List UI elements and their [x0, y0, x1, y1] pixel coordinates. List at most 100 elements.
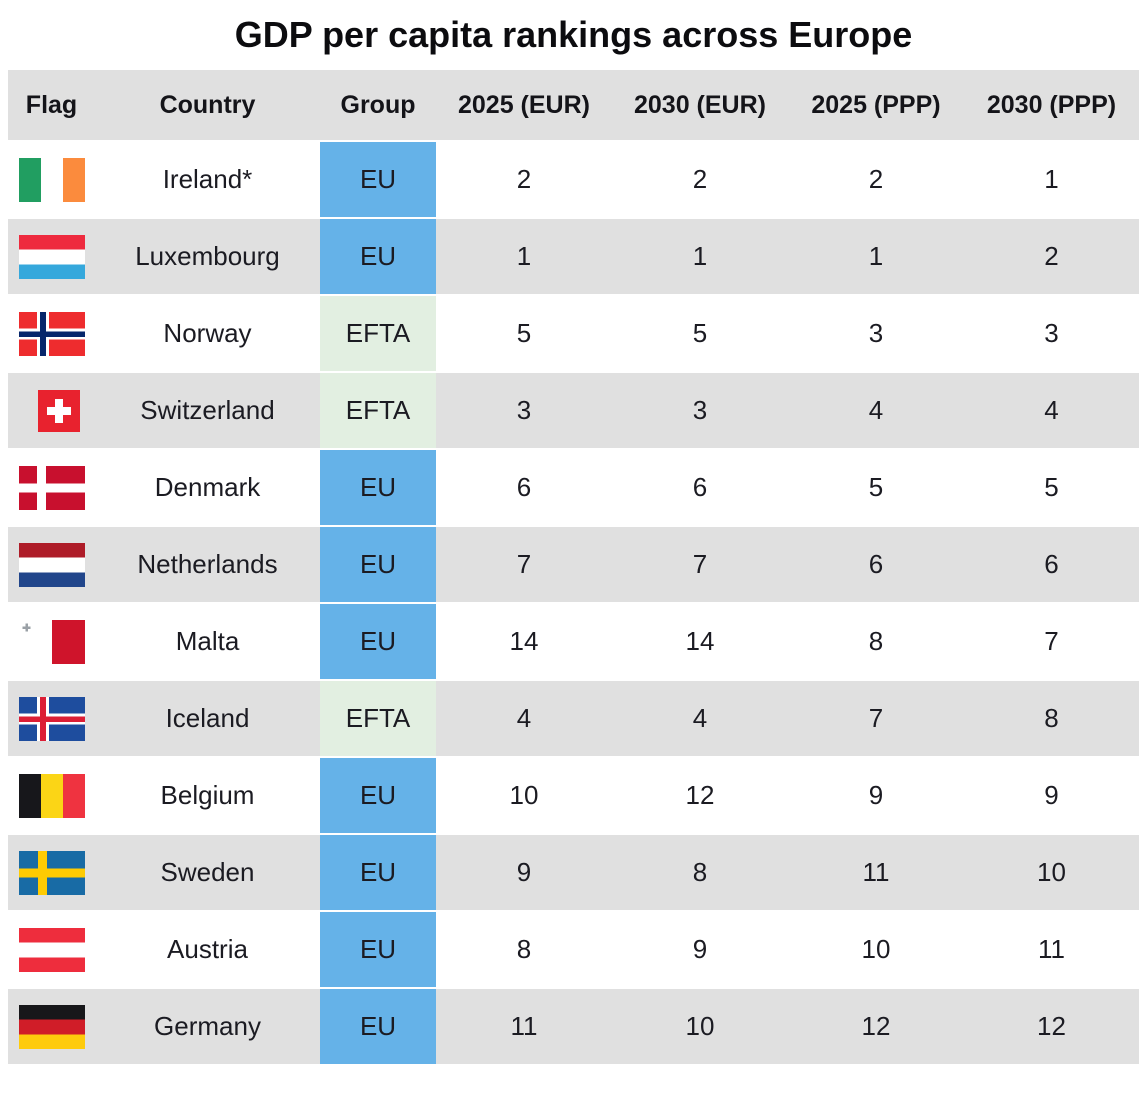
switzerland-flag-icon: [37, 389, 80, 432]
country-cell: Sweden: [95, 833, 320, 910]
table-row: Malta EU 14 14 8 7: [8, 602, 1139, 679]
rank-cell: 11: [964, 910, 1139, 987]
sweden-flag-icon: [18, 850, 85, 895]
rank-cell: 4: [788, 371, 964, 448]
luxembourg-flag-icon: [18, 234, 85, 279]
table-row: Germany EU 11 10 12 12: [8, 987, 1139, 1064]
rank-cell: 10: [436, 756, 612, 833]
column-header-flag: Flag: [8, 70, 95, 140]
country-cell: Austria: [95, 910, 320, 987]
rank-cell: 7: [612, 525, 788, 602]
rank-cell: 10: [788, 910, 964, 987]
header-row: Flag Country Group 2025 (EUR) 2030 (EUR)…: [8, 70, 1139, 140]
rank-cell: 5: [612, 294, 788, 371]
table-row: Iceland EFTA 4 4 7 8: [8, 679, 1139, 756]
rank-cell: 9: [436, 833, 612, 910]
table-row: Netherlands EU 7 7 6 6: [8, 525, 1139, 602]
belgium-flag-icon: [18, 773, 85, 818]
rank-cell: 8: [436, 910, 612, 987]
rank-cell: 4: [612, 679, 788, 756]
rank-cell: 2: [612, 140, 788, 217]
column-header-2030-eur: 2030 (EUR): [612, 70, 788, 140]
column-header-group: Group: [320, 70, 436, 140]
rank-cell: 1: [964, 140, 1139, 217]
rank-cell: 12: [612, 756, 788, 833]
table-row: Switzerland EFTA 3 3 4 4: [8, 371, 1139, 448]
page-title: GDP per capita rankings across Europe: [234, 14, 913, 55]
denmark-flag-icon: [18, 465, 85, 510]
group-cell: EU: [320, 910, 436, 987]
rank-cell: 7: [788, 679, 964, 756]
rank-cell: 7: [964, 602, 1139, 679]
group-cell: EU: [320, 525, 436, 602]
group-cell: EFTA: [320, 371, 436, 448]
rank-cell: 5: [788, 448, 964, 525]
country-cell: Luxembourg: [95, 217, 320, 294]
rank-cell: 2: [964, 217, 1139, 294]
group-cell: EU: [320, 140, 436, 217]
rank-cell: 9: [788, 756, 964, 833]
country-cell: Netherlands: [95, 525, 320, 602]
rank-cell: 14: [612, 602, 788, 679]
rank-cell: 1: [436, 217, 612, 294]
rank-cell: 12: [788, 987, 964, 1064]
country-cell: Germany: [95, 987, 320, 1064]
rank-cell: 2: [788, 140, 964, 217]
table-row: Austria EU 8 9 10 11: [8, 910, 1139, 987]
country-cell: Iceland: [95, 679, 320, 756]
rank-cell: 3: [436, 371, 612, 448]
table-row: Sweden EU 9 8 11 10: [8, 833, 1139, 910]
rank-cell: 6: [612, 448, 788, 525]
rank-cell: 11: [436, 987, 612, 1064]
norway-flag-icon: [18, 311, 85, 356]
country-cell: Ireland*: [95, 140, 320, 217]
column-header-country: Country: [95, 70, 320, 140]
rank-cell: 8: [612, 833, 788, 910]
germany-flag-icon: [18, 1004, 85, 1049]
group-cell: EU: [320, 987, 436, 1064]
rank-cell: 14: [436, 602, 612, 679]
country-cell: Denmark: [95, 448, 320, 525]
rank-cell: 2: [436, 140, 612, 217]
rank-cell: 8: [788, 602, 964, 679]
country-cell: Belgium: [95, 756, 320, 833]
iceland-flag-icon: [18, 696, 85, 741]
rank-cell: 4: [964, 371, 1139, 448]
group-cell: EU: [320, 602, 436, 679]
group-cell: EU: [320, 833, 436, 910]
country-cell: Malta: [95, 602, 320, 679]
group-cell: EFTA: [320, 294, 436, 371]
rank-cell: 9: [612, 910, 788, 987]
austria-flag-icon: [18, 927, 85, 972]
country-cell: Switzerland: [95, 371, 320, 448]
country-cell: Norway: [95, 294, 320, 371]
rank-cell: 6: [788, 525, 964, 602]
rank-cell: 6: [964, 525, 1139, 602]
rank-cell: 5: [964, 448, 1139, 525]
rank-cell: 3: [788, 294, 964, 371]
rank-cell: 11: [788, 833, 964, 910]
rank-cell: 7: [436, 525, 612, 602]
rank-cell: 12: [964, 987, 1139, 1064]
table-row: Belgium EU 10 12 9 9: [8, 756, 1139, 833]
rank-cell: 4: [436, 679, 612, 756]
rank-cell: 10: [964, 833, 1139, 910]
table-row: Ireland* EU 2 2 2 1: [8, 140, 1139, 217]
column-header-2030-ppp: 2030 (PPP): [964, 70, 1139, 140]
group-cell: EU: [320, 217, 436, 294]
ireland-flag-icon: [18, 157, 85, 202]
rank-cell: 10: [612, 987, 788, 1064]
rank-cell: 3: [612, 371, 788, 448]
rank-cell: 3: [964, 294, 1139, 371]
rank-cell: 9: [964, 756, 1139, 833]
gdp-rankings-table: Flag Country Group 2025 (EUR) 2030 (EUR)…: [8, 70, 1139, 1064]
table-row: Norway EFTA 5 5 3 3: [8, 294, 1139, 371]
group-cell: EU: [320, 448, 436, 525]
column-header-2025-eur: 2025 (EUR): [436, 70, 612, 140]
rank-cell: 1: [788, 217, 964, 294]
column-header-2025-ppp: 2025 (PPP): [788, 70, 964, 140]
table-row: Luxembourg EU 1 1 1 2: [8, 217, 1139, 294]
group-cell: EU: [320, 756, 436, 833]
group-cell: EFTA: [320, 679, 436, 756]
